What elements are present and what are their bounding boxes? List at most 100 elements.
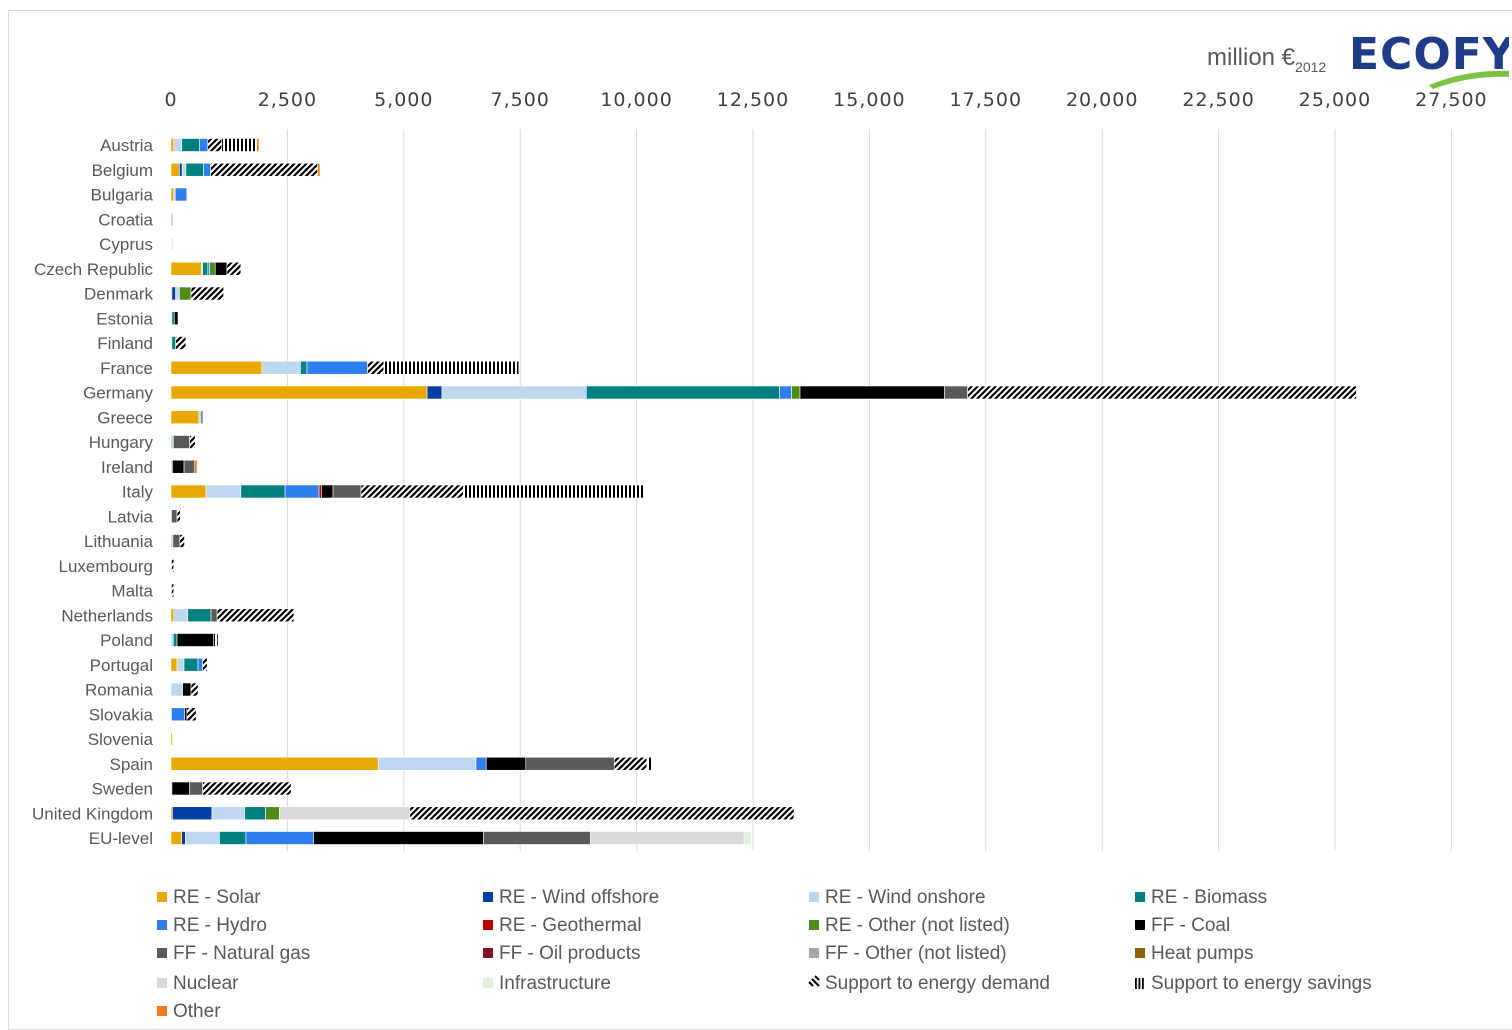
bar-segment-re-wind-onshore: [170, 682, 183, 697]
category-label: Italy: [122, 483, 154, 502]
bar-segment-ff-coal: [321, 484, 334, 499]
bar-segment-re-wind-onshore: [170, 435, 174, 449]
bar-segment-ff-coal: [313, 831, 484, 845]
legend-item: RE - Solar: [157, 887, 261, 908]
legend-swatch: [809, 948, 819, 958]
bar-segment-re-wind-onshore: [181, 162, 187, 177]
category-label: Greece: [97, 408, 153, 427]
legend-label: Heat pumps: [1151, 943, 1253, 964]
category-label: Slovenia: [88, 730, 154, 749]
bar-segment-ff-coal: [799, 385, 945, 400]
bar-segment-re-other-not-listed: [265, 806, 280, 821]
bar-segment-re-hydro: [779, 385, 792, 400]
bar-segment-re-biomass: [202, 261, 209, 276]
bar-segment-support-to-energy-demand: [190, 682, 199, 697]
legend-label: RE - Solar: [173, 887, 261, 908]
bar-segment-re-biomass: [171, 336, 176, 350]
bar-segment-re-biomass: [219, 831, 247, 845]
bar-segment-re-other-not-listed: [209, 261, 216, 276]
legend-swatch: [157, 920, 167, 930]
legend-label: RE - Other (not listed): [825, 915, 1010, 936]
category-label: Poland: [100, 631, 153, 650]
bar-segment-re-wind-offshore: [172, 806, 213, 821]
bar-segment-re-wind-offshore: [181, 831, 186, 845]
category-label: Czech Republic: [34, 260, 154, 279]
category-label: Germany: [83, 384, 153, 403]
x-tick-label: 17,500: [950, 89, 1022, 111]
bar-segment-support-to-energy-demand: [171, 558, 175, 573]
bar-segment-other: [256, 138, 260, 152]
legend-item: RE - Wind onshore: [809, 887, 986, 908]
legend-item: RE - Other (not listed): [809, 915, 1010, 936]
bar-segment-re-solar: [170, 732, 173, 746]
chart-header: million €2012 ECOFYS: [1207, 29, 1509, 89]
legend-swatch: [1142, 978, 1144, 989]
legend-item: RE - Geothermal: [483, 915, 642, 936]
bar-segment-re-biomass: [187, 608, 212, 623]
bar-segment-re-wind-onshore: [170, 212, 174, 227]
bar-segment-re-wind-onshore: [441, 385, 587, 400]
category-label: Bulgaria: [91, 186, 154, 205]
x-tick-label: 10,000: [600, 89, 672, 111]
bar-segment-re-other-not-listed: [179, 286, 192, 301]
bar-segment-re-wind-offshore: [426, 385, 443, 400]
category-label: Malta: [111, 582, 153, 601]
legend-label: Infrastructure: [499, 973, 611, 994]
legend-item: Other: [157, 1001, 221, 1021]
category-label: Sweden: [92, 780, 153, 799]
legend-item: Infrastructure: [483, 973, 611, 994]
bar-segment-re-solar: [170, 261, 202, 276]
legend-item: FF - Other (not listed): [809, 943, 1007, 964]
bar-segment-re-wind-onshore: [261, 360, 301, 375]
chart-frame: million €2012 ECOFYS 0 2,500 5,000 7,500 10,…: [8, 10, 1512, 1030]
bar-segment-support-to-energy-demand: [189, 435, 196, 449]
category-label: United Kingdom: [32, 804, 153, 823]
bar-segment-re-solar: [170, 187, 175, 202]
x-tick-label: 20,000: [1066, 89, 1138, 111]
legend-swatch: [1135, 978, 1137, 989]
bar-segment-re-hydro: [199, 138, 209, 152]
bar-segment-re-other-not-listed: [791, 385, 801, 400]
bar-segment-re-solar: [170, 138, 175, 152]
x-tick-label: 0: [164, 89, 177, 111]
bar-segment-re-wind-onshore: [205, 484, 242, 499]
bar-segment-re-biomass: [240, 484, 286, 499]
x-tick-label: 2,500: [258, 89, 317, 111]
category-label: Hungary: [89, 433, 154, 452]
bar-segment-re-wind-onshore: [173, 138, 183, 152]
bar-segment-other: [194, 459, 198, 474]
category-label: Slovakia: [89, 705, 154, 724]
bar-segment-support-to-energy-demand: [367, 360, 385, 375]
legend-swatch: [1135, 920, 1145, 930]
bar-segment-support-to-energy-demand: [171, 583, 175, 598]
bar-segment-re-wind-offshore: [179, 162, 183, 177]
bar-segment-support-to-energy-demand: [186, 707, 197, 722]
legend-swatch: [809, 892, 819, 902]
bar-segment-ff-natural-gas: [189, 781, 203, 796]
bar-segment-re-wind-onshore: [170, 633, 174, 647]
bar-segment-re-wind-onshore: [198, 410, 202, 425]
bar-segment-support-to-energy-demand: [226, 261, 242, 276]
category-label: EU-level: [89, 829, 153, 848]
category-label: Spain: [110, 755, 153, 774]
legend-label: Support to energy demand: [825, 973, 1050, 994]
category-label: Austria: [100, 136, 153, 155]
legend-swatch: [157, 948, 167, 958]
bar-segment-support-to-energy-demand: [179, 534, 185, 548]
legend-label: Support to energy savings: [1151, 973, 1372, 994]
bar-segment-re-biomass: [586, 385, 780, 400]
category-label: Cyprus: [99, 235, 153, 254]
bar-segment-ff-coal: [184, 707, 188, 722]
category-label: Portugal: [90, 656, 153, 675]
legend-label: FF - Other (not listed): [825, 943, 1007, 964]
bar-segment-infrastructure: [743, 831, 752, 845]
bar-segment-re-wind-onshore: [176, 657, 185, 672]
bar-segment-re-solar: [170, 410, 200, 425]
legend-swatch: [1138, 978, 1141, 989]
bar-segment-re-hydro: [171, 707, 185, 722]
bar-segment-re-biomass: [185, 162, 204, 177]
bar-segment-ff-natural-gas: [172, 534, 181, 548]
category-label: Estonia: [96, 309, 153, 328]
bar-segment-support-to-energy-savings: [200, 410, 203, 425]
bar-segment-ff-natural-gas: [332, 484, 362, 499]
